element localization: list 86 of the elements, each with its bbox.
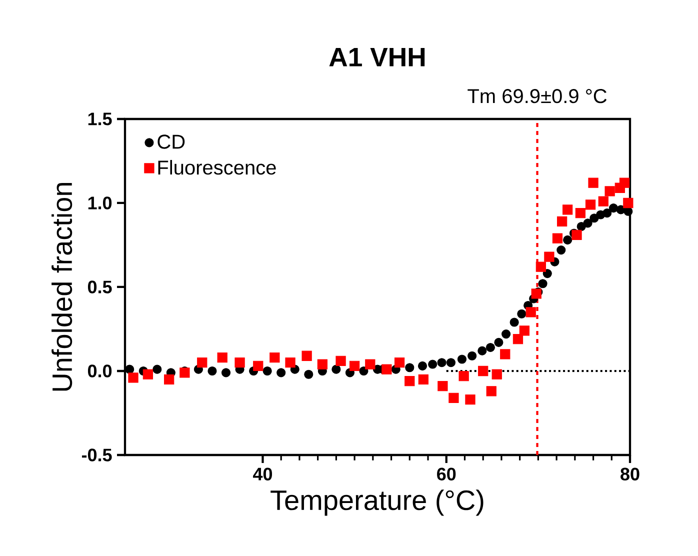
point — [585, 200, 596, 210]
y-tick-label: 1.5 — [88, 112, 112, 126]
point — [302, 350, 312, 361]
point — [418, 374, 428, 384]
point — [446, 358, 456, 368]
point — [512, 334, 524, 344]
point — [404, 376, 415, 386]
point — [234, 358, 245, 368]
point — [365, 359, 376, 370]
point — [486, 342, 495, 352]
x-axis-title: Temperature (°C) — [270, 490, 484, 516]
point — [458, 370, 469, 382]
point — [602, 208, 612, 218]
point — [583, 218, 592, 228]
y-tick-label: -0.5 — [82, 448, 112, 462]
y-tick-label: 0.5 — [88, 280, 112, 294]
point — [405, 363, 414, 372]
y-axis-title: Unfolded fraction — [52, 183, 72, 391]
point — [478, 346, 487, 356]
point — [332, 364, 341, 374]
y-tick-label: 1.0 — [88, 196, 112, 210]
point — [478, 366, 488, 376]
point — [276, 368, 286, 378]
point — [517, 309, 526, 318]
point — [349, 360, 360, 372]
point — [437, 358, 446, 368]
point — [542, 269, 552, 278]
point — [494, 338, 504, 347]
point — [510, 318, 519, 327]
point — [465, 394, 476, 405]
point — [152, 364, 162, 374]
chart-title: A1 VHH — [329, 48, 425, 66]
point — [598, 196, 608, 206]
point — [217, 352, 228, 363]
point — [556, 246, 566, 255]
point — [270, 352, 280, 363]
point — [197, 358, 208, 368]
point — [359, 366, 368, 376]
point — [604, 186, 615, 196]
point — [262, 366, 272, 376]
point — [519, 326, 530, 336]
point — [492, 369, 502, 380]
point — [142, 369, 154, 380]
point — [128, 372, 138, 383]
point — [552, 233, 563, 244]
point — [575, 208, 586, 218]
point — [526, 307, 536, 318]
point — [285, 358, 296, 368]
x-tick-label: 40 — [252, 468, 272, 480]
legend-label: Fluorescence — [158, 160, 276, 175]
point — [563, 235, 572, 244]
point — [125, 364, 134, 374]
point — [164, 374, 174, 384]
point — [500, 349, 510, 360]
point — [317, 359, 328, 370]
point — [428, 360, 438, 369]
x-tick-label: 60 — [437, 468, 456, 480]
y-tick-label: 0.0 — [88, 364, 112, 378]
point — [221, 368, 231, 378]
point — [619, 178, 630, 188]
point — [457, 354, 467, 364]
point — [394, 358, 405, 368]
point — [438, 381, 448, 392]
point — [536, 262, 546, 272]
point — [608, 203, 618, 213]
point — [382, 364, 392, 374]
point — [544, 252, 554, 262]
point — [538, 279, 548, 288]
point — [486, 386, 496, 396]
point — [623, 198, 634, 208]
point — [572, 230, 582, 240]
point — [253, 360, 264, 372]
x-tick-label: 80 — [620, 468, 640, 480]
point — [304, 370, 314, 379]
point — [208, 366, 217, 376]
point — [448, 392, 459, 403]
point — [336, 356, 346, 366]
ref-line-label: Tm 69.9±0.9 °C — [468, 89, 607, 104]
point — [418, 361, 428, 370]
point — [588, 178, 598, 188]
point — [531, 288, 542, 299]
point — [562, 204, 573, 215]
point — [556, 216, 568, 227]
point — [502, 330, 511, 339]
legend-label: CD — [158, 134, 185, 149]
point — [468, 351, 477, 360]
